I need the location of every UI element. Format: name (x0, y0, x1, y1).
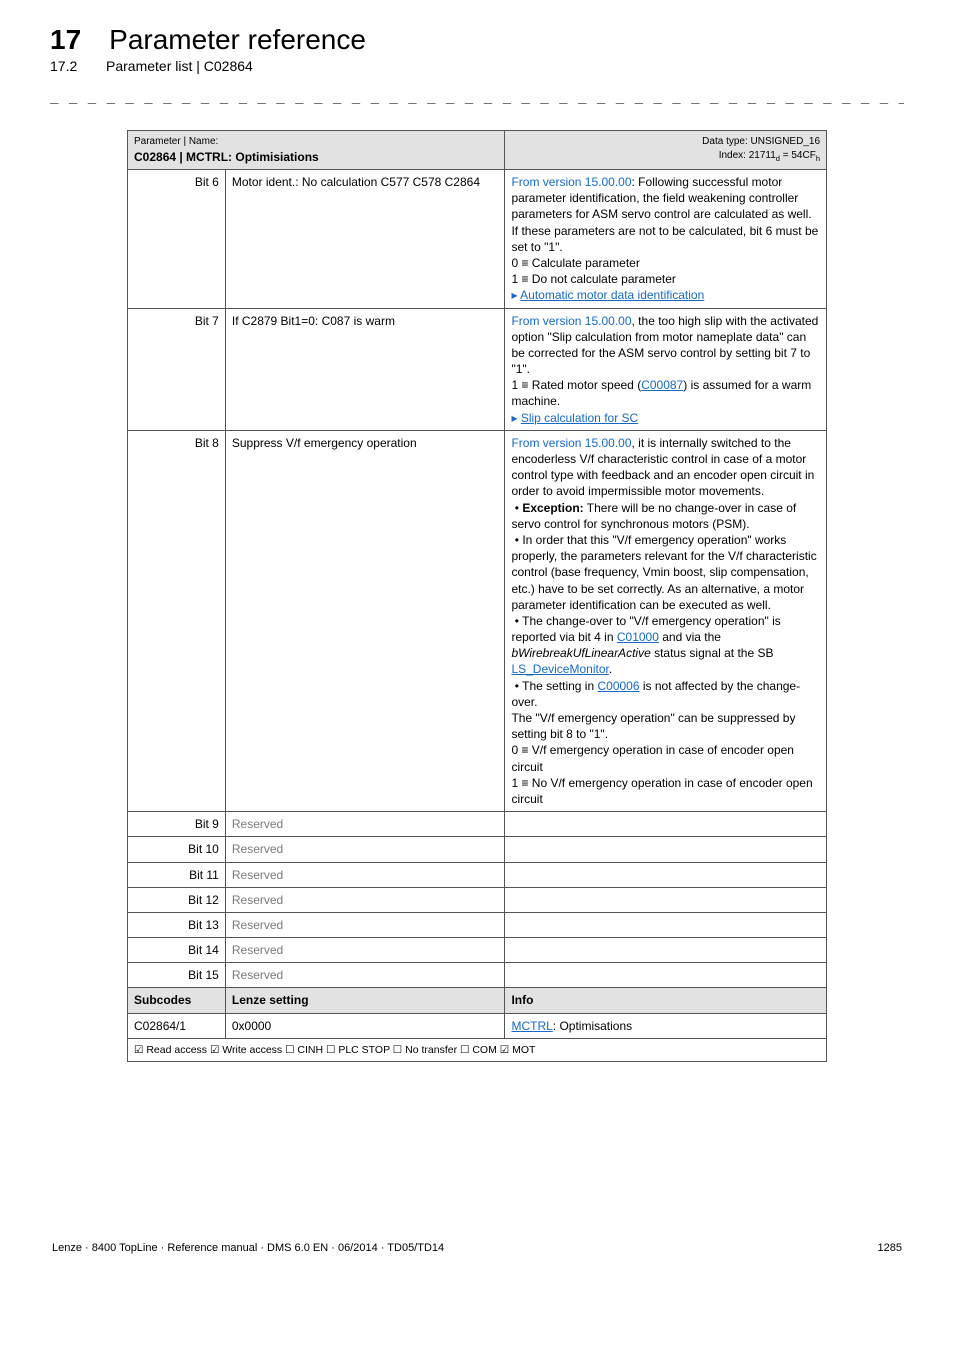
access-row: ☑ Read access ☑ Write access ☐ CINH ☐ PL… (128, 1038, 827, 1061)
c00006-link[interactable]: C00006 (597, 679, 639, 693)
subcodes-header: Subcodes (128, 988, 226, 1013)
table-row: C02864/1 0x0000 MCTRL: Optimisations (128, 1013, 827, 1038)
bit-description (505, 887, 827, 912)
bit-label: Bit 8 (128, 430, 226, 811)
table-row: Bit 13 Reserved (128, 912, 827, 937)
table-row: Bit 11 Reserved (128, 862, 827, 887)
table-row: Bit 9 Reserved (128, 812, 827, 837)
mctrl-link[interactable]: MCTRL (511, 1019, 552, 1033)
section-title: Parameter list | C02864 (106, 58, 253, 74)
page-footer: Lenze · 8400 TopLine · Reference manual … (50, 1242, 904, 1254)
page-number: 1285 (878, 1242, 902, 1254)
bit-name: Reserved (225, 837, 505, 862)
table-row: Bit 8 Suppress V/f emergency operation F… (128, 430, 827, 811)
bit-label: Bit 12 (128, 887, 226, 912)
table-row: Bit 7 If C2879 Bit1=0: C087 is warm From… (128, 308, 827, 430)
parameter-table: Parameter | Name: C02864 | MCTRL: Optimi… (127, 130, 827, 1062)
bit-description (505, 963, 827, 988)
table-row: Bit 6 Motor ident.: No calculation C577 … (128, 170, 827, 309)
chapter-number: 17 (50, 24, 81, 56)
bit-description: From version 15.00.00, the too high slip… (505, 308, 827, 430)
section-number: 17.2 (50, 58, 78, 74)
bit-description: From version 15.00.00, it is internally … (505, 430, 827, 811)
lenze-setting-header: Lenze setting (225, 988, 505, 1013)
param-header-row: Parameter | Name: C02864 | MCTRL: Optimi… (128, 131, 827, 170)
bit-label: Bit 10 (128, 837, 226, 862)
bit-name: Reserved (225, 812, 505, 837)
param-header-datatype: Data type: UNSIGNED_16 (702, 136, 820, 147)
table-row: Bit 14 Reserved (128, 938, 827, 963)
bit-label: Bit 14 (128, 938, 226, 963)
bit-name: Reserved (225, 912, 505, 937)
bit-name: Motor ident.: No calculation C577 C578 C… (225, 170, 505, 309)
bit-description (505, 862, 827, 887)
bit-label: Bit 7 (128, 308, 226, 430)
table-row: Bit 15 Reserved (128, 963, 827, 988)
bit-name: Suppress V/f emergency operation (225, 430, 505, 811)
table-row: Bit 12 Reserved (128, 887, 827, 912)
access-flags: ☑ Read access ☑ Write access ☐ CINH ☐ PL… (128, 1038, 827, 1061)
chapter-title: Parameter reference (109, 24, 366, 56)
bit-description (505, 837, 827, 862)
bit-label: Bit 11 (128, 862, 226, 887)
c00087-link[interactable]: C00087 (641, 378, 683, 392)
bit-name: Reserved (225, 862, 505, 887)
c01000-link[interactable]: C01000 (617, 630, 659, 644)
slip-calc-link[interactable]: Slip calculation for SC (521, 411, 638, 425)
subcode-value: 0x0000 (225, 1013, 505, 1038)
param-header-code: C02864 | MCTRL: Optimisiations (134, 150, 319, 164)
bit-label: Bit 15 (128, 963, 226, 988)
auto-motor-ident-link[interactable]: Automatic motor data identification (520, 288, 704, 302)
subcodes-header-row: Subcodes Lenze setting Info (128, 988, 827, 1013)
bit-name: Reserved (225, 887, 505, 912)
bit-description: From version 15.00.00: Following success… (505, 170, 827, 309)
bit-name: If C2879 Bit1=0: C087 is warm (225, 308, 505, 430)
param-header-label: Parameter | Name: (134, 136, 218, 147)
info-header: Info (505, 988, 827, 1013)
ls-devicemonitor-link[interactable]: LS_DeviceMonitor (511, 662, 608, 676)
bit-label: Bit 9 (128, 812, 226, 837)
bit-name: Reserved (225, 963, 505, 988)
footer-left: Lenze · 8400 TopLine · Reference manual … (52, 1242, 444, 1254)
bit-description (505, 938, 827, 963)
bit-description (505, 912, 827, 937)
divider-rule: _ _ _ _ _ _ _ _ _ _ _ _ _ _ _ _ _ _ _ _ … (50, 88, 904, 104)
subcode-id: C02864/1 (128, 1013, 226, 1038)
table-row: Bit 10 Reserved (128, 837, 827, 862)
bit-description (505, 812, 827, 837)
bit-label: Bit 13 (128, 912, 226, 937)
subcode-info: MCTRL: Optimisations (505, 1013, 827, 1038)
bit-name: Reserved (225, 938, 505, 963)
param-header-index: Index: 21711d = 54CFh (719, 150, 820, 161)
bit-label: Bit 6 (128, 170, 226, 309)
